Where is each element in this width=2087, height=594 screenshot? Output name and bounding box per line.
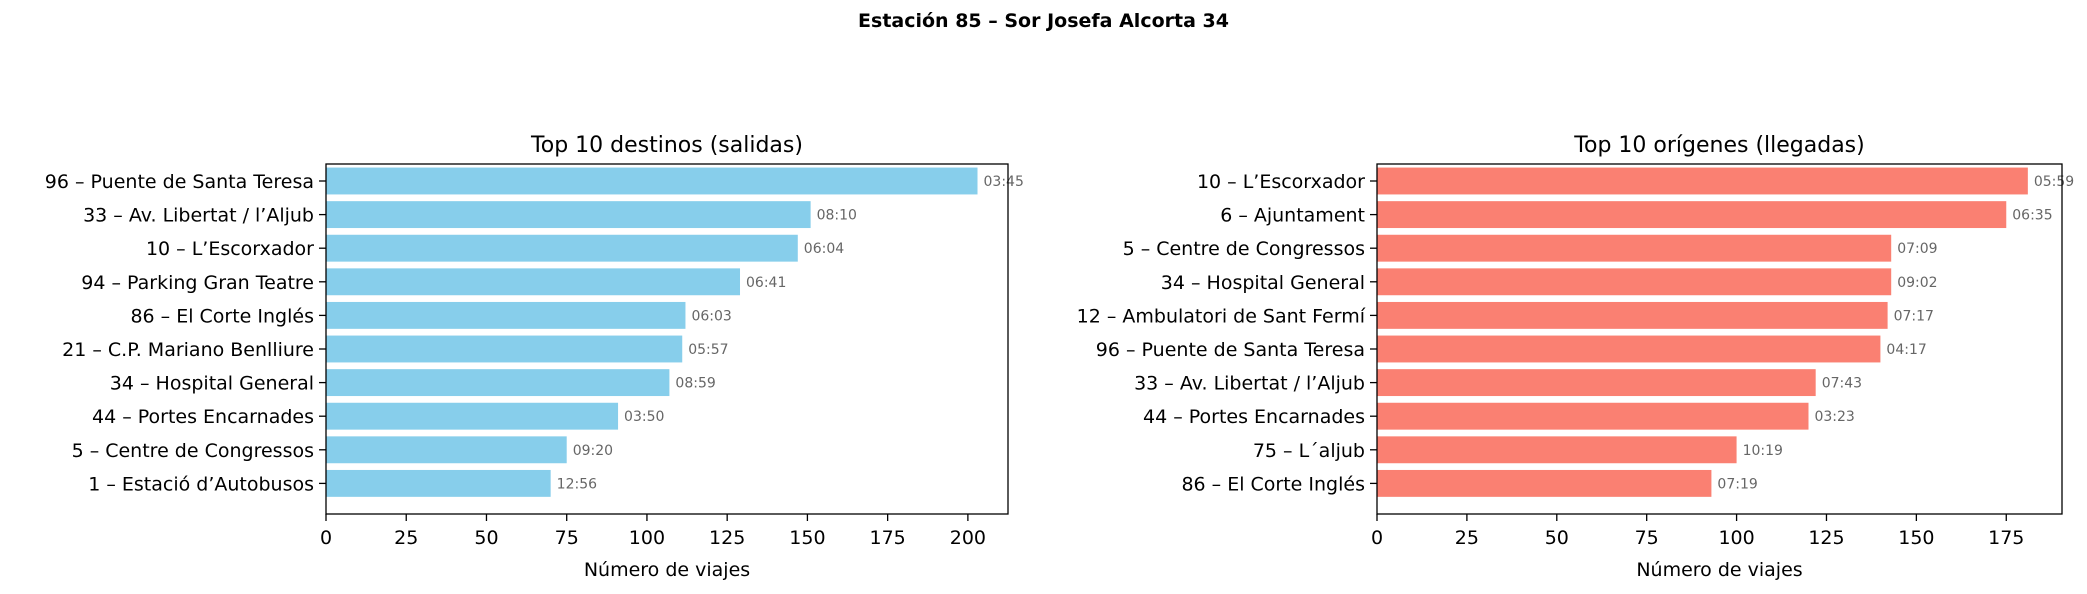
y-tick-label: 5 – Centre de Congressos: [1123, 238, 1365, 260]
data-label: 06:04: [804, 241, 844, 257]
bar: [1377, 234, 1892, 262]
y-tick-label: 5 – Centre de Congressos: [72, 440, 314, 462]
bar: [1377, 301, 1888, 329]
y-tick-label: 33 – Av. Libertat / l’Aljub: [1134, 373, 1365, 395]
y-tick-label: 21 – C.P. Mariano Benlliure: [62, 339, 314, 361]
figure-title: Estación 85 – Sor Josefa Alcorta 34: [858, 10, 1229, 32]
bar: [326, 201, 811, 229]
data-label: 09:20: [573, 443, 613, 459]
data-label: 12:56: [557, 476, 597, 492]
bar: [326, 301, 686, 329]
x-tick-label: 50: [1545, 527, 1569, 549]
data-label: 06:03: [691, 308, 731, 324]
x-tick-label: 25: [394, 527, 418, 549]
y-tick-label: 75 – L´aljub: [1253, 440, 1365, 462]
y-tick-label: 44 – Portes Encarnades: [1143, 406, 1365, 428]
x-tick-label: 125: [1808, 527, 1844, 549]
chart-title: Top 10 orígenes (llegadas): [1573, 133, 1864, 158]
data-label: 07:09: [1897, 241, 1937, 257]
y-tick-label: 33 – Av. Libertat / l’Aljub: [83, 205, 314, 227]
x-tick-label: 0: [320, 527, 332, 549]
bar: [1377, 469, 1712, 497]
y-tick-label: 86 – El Corte Inglés: [1181, 473, 1365, 495]
bar: [326, 335, 683, 363]
bar: [326, 369, 670, 397]
bar: [1377, 402, 1809, 430]
bar: [1377, 201, 2007, 229]
x-tick-label: 200: [950, 527, 986, 549]
data-label: 07:43: [1822, 376, 1862, 392]
y-tick-label: 86 – El Corte Inglés: [130, 305, 314, 327]
data-label: 03:23: [1814, 409, 1854, 425]
data-label: 09:02: [1897, 275, 1937, 291]
x-tick-label: 50: [474, 527, 498, 549]
x-tick-label: 75: [555, 527, 579, 549]
y-tick-label: 94 – Parking Gran Teatre: [81, 272, 314, 294]
data-label: 06:41: [746, 275, 786, 291]
x-tick-label: 75: [1635, 527, 1659, 549]
x-tick-label: 0: [1371, 527, 1383, 549]
y-tick-label: 1 – Estació d’Autobusos: [88, 473, 314, 495]
data-label: 06:35: [2012, 208, 2052, 224]
bar: [1377, 167, 2028, 195]
data-label: 03:50: [624, 409, 664, 425]
data-label: 08:59: [675, 376, 715, 392]
y-tick-label: 10 – L’Escorxador: [146, 238, 314, 260]
x-axis-label: Número de viajes: [1636, 559, 1802, 581]
x-tick-label: 100: [629, 527, 665, 549]
x-tick-label: 175: [870, 527, 906, 549]
data-label: 05:57: [688, 342, 728, 358]
x-tick-label: 125: [709, 527, 745, 549]
axes-frame: [325, 163, 1009, 515]
bar: [326, 469, 551, 497]
bar: [1377, 268, 1892, 296]
data-label: 08:10: [817, 208, 857, 224]
y-tick-label: 34 – Hospital General: [110, 373, 314, 395]
bar: [326, 268, 741, 296]
axes-frame: [1376, 163, 2063, 515]
y-tick-label: 34 – Hospital General: [1161, 272, 1365, 294]
chart-origenes: Top 10 orígenes (llegadas) 10 – L’Escorxa…: [1077, 133, 2075, 581]
chart-destinos: Top 10 destinos (salidas) 96 – Puente de …: [45, 133, 1024, 581]
data-label: 04:17: [1886, 342, 1926, 358]
bar: [1377, 335, 1881, 363]
bar: [326, 234, 798, 262]
x-tick-label: 100: [1718, 527, 1754, 549]
x-tick-label: 150: [789, 527, 825, 549]
y-tick-label: 10 – L’Escorxador: [1197, 171, 1365, 193]
y-tick-label: 96 – Puente de Santa Teresa: [1096, 339, 1365, 361]
data-label: 03:45: [984, 174, 1024, 190]
bar: [326, 167, 978, 195]
bar: [326, 436, 567, 464]
data-label: 05:59: [2034, 174, 2074, 190]
y-tick-label: 96 – Puente de Santa Teresa: [45, 171, 314, 193]
data-label: 07:17: [1894, 308, 1934, 324]
chart-title: Top 10 destinos (salidas): [530, 133, 803, 158]
y-tick-label: 6 – Ajuntament: [1220, 205, 1365, 227]
bar: [1377, 436, 1737, 464]
data-label: 10:19: [1743, 443, 1783, 459]
y-tick-label: 44 – Portes Encarnades: [92, 406, 314, 428]
y-tick-label: 12 – Ambulatori de Sant Fermí: [1077, 305, 1366, 327]
bar: [326, 402, 619, 430]
bar: [1377, 369, 1816, 397]
x-tick-label: 150: [1898, 527, 1934, 549]
x-axis-label: Número de viajes: [584, 559, 750, 581]
x-tick-label: 25: [1455, 527, 1479, 549]
x-tick-label: 175: [1988, 527, 2024, 549]
data-label: 07:19: [1717, 476, 1757, 492]
